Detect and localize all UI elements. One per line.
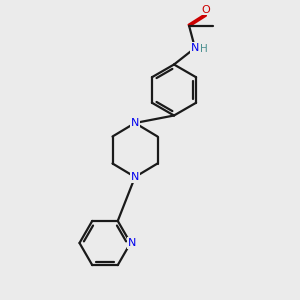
Text: O: O — [202, 4, 211, 15]
Text: N: N — [128, 238, 136, 248]
Text: N: N — [131, 118, 139, 128]
Text: H: H — [200, 44, 207, 55]
Text: N: N — [131, 172, 139, 182]
Text: N: N — [191, 43, 199, 53]
